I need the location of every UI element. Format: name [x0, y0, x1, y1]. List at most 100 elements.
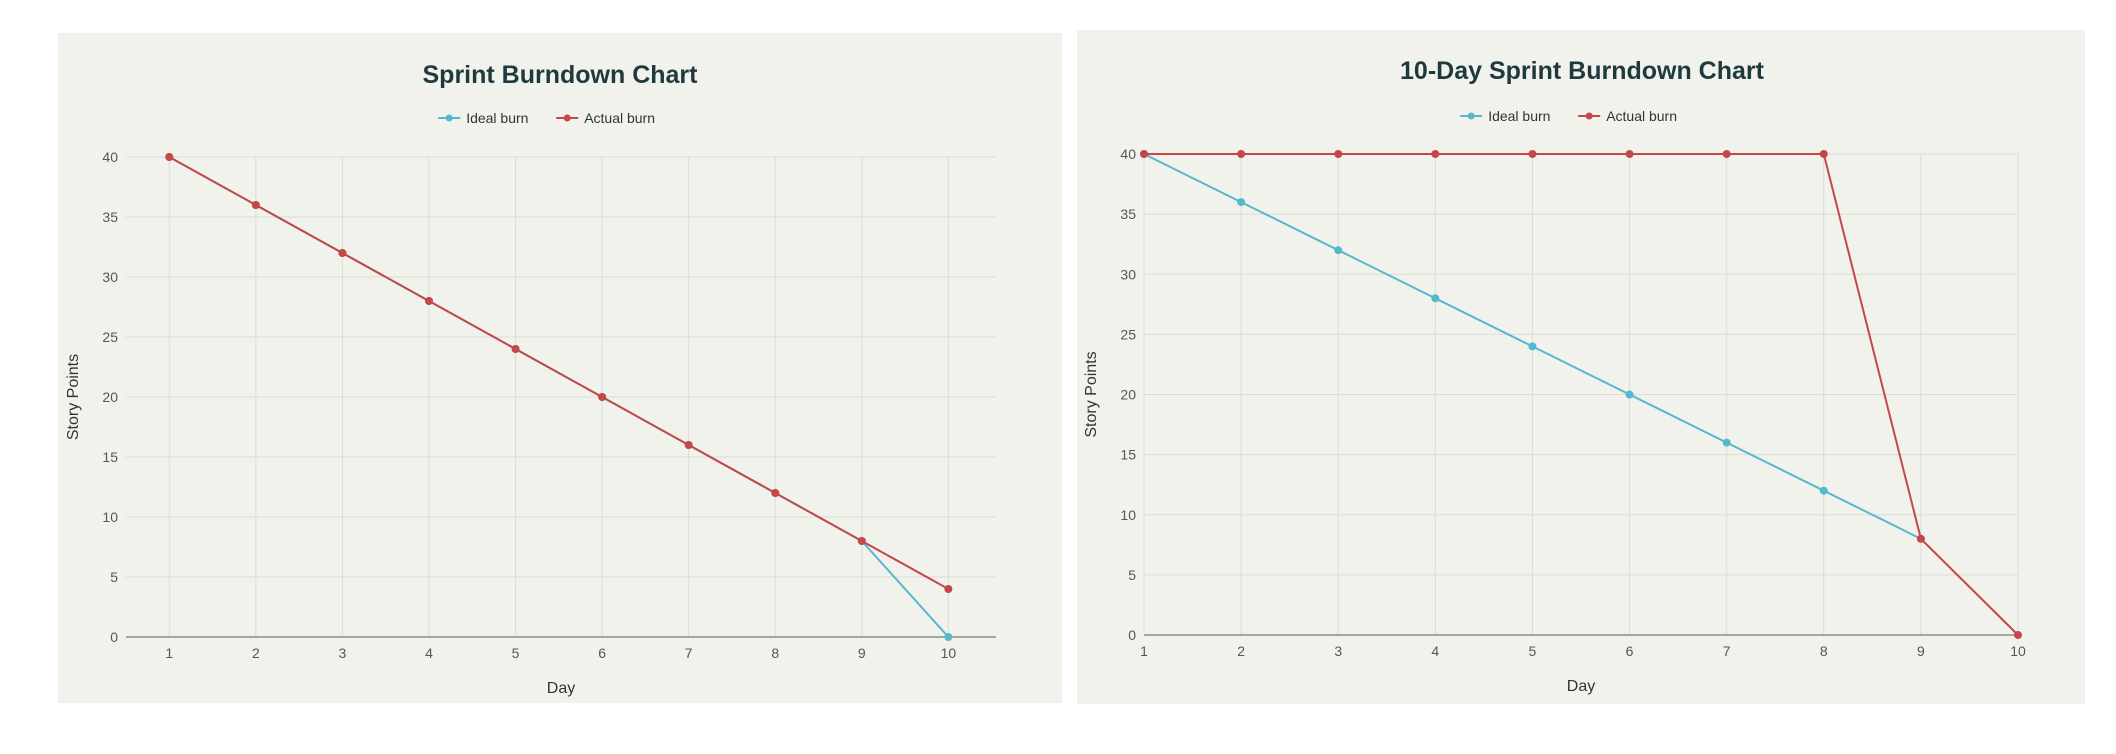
data-point — [684, 441, 693, 449]
x-tick-label: 1 — [1140, 643, 1148, 659]
y-tick-label: 10 — [1120, 507, 1136, 523]
x-tick-label: 9 — [1917, 643, 1925, 659]
data-point — [598, 393, 607, 401]
grid — [126, 156, 996, 637]
x-tick-label: 3 — [1334, 643, 1342, 659]
chart-panel-right: 10-Day Sprint Burndown Chart Ideal burn Ac… — [1077, 30, 2085, 704]
data-point — [1140, 150, 1148, 158]
y-tick-label: 40 — [102, 149, 118, 165]
y-tick-label: 20 — [1120, 387, 1136, 403]
y-axis-title: Story Points — [65, 354, 82, 440]
x-tick-label: 9 — [858, 645, 866, 661]
y-tick-label: 30 — [1120, 266, 1136, 282]
burndown-chart-right: 10-Day Sprint Burndown Chart Ideal burn Ac… — [1083, 57, 2026, 695]
y-tick-label: 25 — [1120, 326, 1136, 342]
y-tick-label: 35 — [102, 209, 118, 225]
x-tick-label: 7 — [685, 645, 693, 661]
y-tick-label: 0 — [110, 629, 118, 645]
series-actual-burn — [1140, 150, 2022, 639]
burndown-chart-left: Sprint Burndown Chart Ideal burn Actual bu… — [65, 61, 996, 697]
data-point — [251, 201, 260, 209]
legend-label: Actual burn — [584, 110, 655, 126]
series-line — [1144, 153, 2019, 636]
legend: Ideal burn Actual burn — [1460, 108, 1677, 124]
data-point — [1528, 150, 1537, 158]
legend-item: Actual burn — [556, 110, 655, 126]
legend-item: Actual burn — [1578, 108, 1677, 124]
legend-swatch-marker — [563, 114, 571, 122]
data-point — [1431, 150, 1440, 158]
x-tick-label: 6 — [598, 645, 606, 661]
y-tick-label: 25 — [102, 329, 118, 345]
x-tick-label: 4 — [1431, 643, 1439, 659]
y-axis-ticks: 0 5 10 15 20 25 30 35 40 — [102, 149, 118, 645]
x-tick-label: 7 — [1723, 643, 1731, 659]
data-point — [1625, 150, 1634, 158]
data-point — [1334, 246, 1343, 255]
legend-label: Ideal burn — [1488, 108, 1550, 124]
y-tick-label: 20 — [102, 389, 118, 405]
y-tick-label: 5 — [110, 569, 118, 585]
data-point — [1722, 438, 1731, 447]
data-point — [944, 633, 953, 641]
x-tick-label: 2 — [1237, 643, 1245, 659]
y-tick-label: 5 — [1128, 567, 1136, 583]
data-point — [424, 297, 433, 305]
x-tick-label: 8 — [1820, 643, 1828, 659]
grid — [1143, 153, 2019, 635]
legend-swatch-marker — [1467, 112, 1475, 120]
legend-item: Ideal burn — [1460, 108, 1550, 124]
x-tick-label: 8 — [771, 645, 779, 661]
data-point — [1819, 150, 1828, 158]
x-axis-title: Day — [1567, 678, 1595, 695]
legend-label: Actual burn — [1606, 108, 1677, 124]
y-tick-label: 15 — [1120, 447, 1136, 463]
data-point — [771, 489, 780, 497]
data-point — [1625, 390, 1634, 399]
data-point — [1431, 294, 1440, 303]
data-point — [1334, 150, 1343, 158]
x-tick-label: 10 — [941, 645, 957, 661]
y-axis-title: Story Points — [1083, 351, 1100, 437]
x-tick-label: 1 — [165, 645, 173, 661]
data-point — [944, 585, 953, 593]
data-point — [2014, 631, 2022, 639]
y-tick-label: 35 — [1120, 206, 1136, 222]
x-tick-label: 5 — [1529, 643, 1537, 659]
y-axis-ticks: 0 5 10 15 20 25 30 35 40 — [1120, 146, 1136, 643]
series-line — [168, 156, 949, 590]
x-tick-label: 6 — [1626, 643, 1634, 659]
chart-title: Sprint Burndown Chart — [423, 61, 699, 89]
legend-swatch-marker — [445, 114, 453, 122]
y-tick-label: 10 — [102, 509, 118, 525]
legend-swatch-marker — [1585, 112, 1593, 120]
y-tick-label: 40 — [1120, 146, 1136, 162]
y-tick-label: 30 — [102, 269, 118, 285]
data-point — [338, 249, 347, 257]
data-point — [1819, 486, 1828, 495]
x-tick-label: 2 — [252, 645, 260, 661]
data-point — [1722, 150, 1731, 158]
x-axis-title: Day — [547, 680, 575, 697]
x-axis-ticks: 1 2 3 4 5 6 7 8 9 10 — [165, 645, 956, 661]
legend: Ideal burn Actual burn — [438, 110, 655, 126]
data-point — [1916, 534, 1925, 543]
data-point — [1528, 342, 1537, 351]
data-point — [1237, 198, 1246, 207]
x-tick-label: 10 — [2010, 643, 2026, 659]
legend-label: Ideal burn — [466, 110, 528, 126]
x-tick-label: 5 — [512, 645, 520, 661]
x-tick-label: 4 — [425, 645, 433, 661]
data-point — [857, 537, 866, 545]
chart-panel-left: Sprint Burndown Chart Ideal burn Actual bu… — [58, 33, 1062, 703]
chart-title: 10-Day Sprint Burndown Chart — [1400, 57, 1765, 85]
y-tick-label: 0 — [1128, 627, 1136, 643]
data-point — [511, 345, 520, 353]
y-tick-label: 15 — [102, 449, 118, 465]
x-tick-label: 3 — [339, 645, 347, 661]
x-axis-ticks: 1 2 3 4 5 6 7 8 9 10 — [1140, 643, 2026, 659]
data-point — [1237, 150, 1246, 158]
series-actual-burn — [165, 153, 953, 593]
data-point — [165, 153, 174, 161]
legend-item: Ideal burn — [438, 110, 528, 126]
